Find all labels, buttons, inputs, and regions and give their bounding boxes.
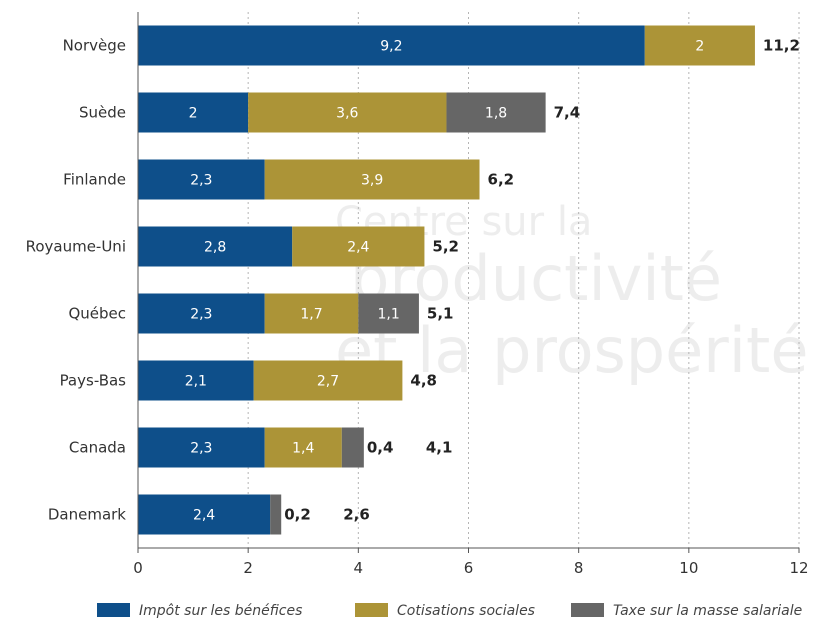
- total-label: 6,2: [488, 171, 515, 189]
- x-tick-label: 0: [133, 559, 143, 577]
- total-label: 11,2: [763, 37, 800, 55]
- category-label: Québec: [68, 305, 126, 323]
- data-label: 2,7: [317, 374, 339, 390]
- axes: 0 2 4 6 8 10 12 Norvège Suède Finlande Royaume-Uni…: [26, 12, 809, 577]
- bar-segment: [138, 494, 271, 535]
- data-label: 0,2: [284, 506, 311, 524]
- data-label: 0,4: [367, 439, 394, 457]
- x-tick-label: 6: [464, 559, 474, 577]
- total-label: 4,8: [410, 372, 437, 390]
- bar-segment: [264, 427, 342, 468]
- total-label: 2,6: [343, 506, 370, 524]
- bar-segment: [341, 427, 364, 468]
- data-label: 2,4: [193, 508, 215, 524]
- bar-segment: [253, 360, 403, 401]
- category-label: Royaume-Uni: [26, 238, 126, 256]
- legend: Impôt sur les bénéfices Cotisations socia…: [97, 603, 802, 619]
- bar-segment: [264, 293, 359, 334]
- legend-swatch: [97, 603, 130, 617]
- total-label: 7,4: [554, 104, 581, 122]
- bar-segment: [270, 494, 282, 535]
- data-label: 2,3: [190, 441, 212, 457]
- bar-segment: [446, 92, 546, 133]
- data-label: 2,3: [190, 173, 212, 189]
- bar-segment: [138, 92, 249, 133]
- bar-segment: [358, 293, 419, 334]
- category-label: Suède: [79, 104, 126, 122]
- bar-segment: [138, 226, 293, 267]
- bar-segment: [138, 427, 265, 468]
- bar-segment: [138, 360, 254, 401]
- x-tick-label: 10: [679, 559, 698, 577]
- x-tick-label: 12: [789, 559, 808, 577]
- legend-label: Impôt sur les bénéfices: [139, 603, 302, 619]
- category-label: Finlande: [63, 171, 126, 189]
- data-label: 9,2: [380, 39, 402, 55]
- legend-label: Cotisations sociales: [397, 603, 535, 619]
- legend-swatch: [355, 603, 388, 617]
- bar-segment: [248, 92, 447, 133]
- total-label: 5,2: [432, 238, 459, 256]
- x-tick-label: 2: [243, 559, 253, 577]
- data-label: 2: [695, 39, 704, 55]
- data-label: 1,8: [485, 106, 507, 122]
- data-label: 2,1: [185, 374, 207, 390]
- data-label: 1,1: [377, 307, 399, 323]
- bar-segment: [644, 25, 755, 66]
- bars: 9,2 2 11,2 2 3,6 1,8 7,4 2,3 3,9 6,2 2,8 2,4 5,2 2,3 1…: [138, 25, 800, 535]
- bar-segment: [138, 159, 265, 200]
- category-label: Canada: [69, 439, 126, 457]
- category-label: Norvège: [63, 37, 126, 55]
- data-label: 3,9: [361, 173, 383, 189]
- data-label: 1,4: [292, 441, 314, 457]
- data-label: 2,4: [347, 240, 369, 256]
- total-label: 4,1: [426, 439, 453, 457]
- category-label: Danemark: [48, 506, 126, 524]
- data-label: 1,7: [300, 307, 322, 323]
- legend-swatch: [571, 603, 604, 617]
- x-tick-label: 8: [574, 559, 584, 577]
- bar-segment: [138, 293, 265, 334]
- data-label: 2,3: [190, 307, 212, 323]
- bar-segment: [138, 25, 645, 66]
- legend-label: Taxe sur la masse salariale: [613, 603, 802, 619]
- data-label: 2,8: [204, 240, 226, 256]
- x-tick-label: 4: [354, 559, 364, 577]
- data-label: 3,6: [336, 106, 358, 122]
- data-label: 2: [189, 106, 198, 122]
- category-label: Pays-Bas: [60, 372, 127, 390]
- bar-segment: [292, 226, 425, 267]
- bar-segment: [264, 159, 480, 200]
- total-label: 5,1: [427, 305, 454, 323]
